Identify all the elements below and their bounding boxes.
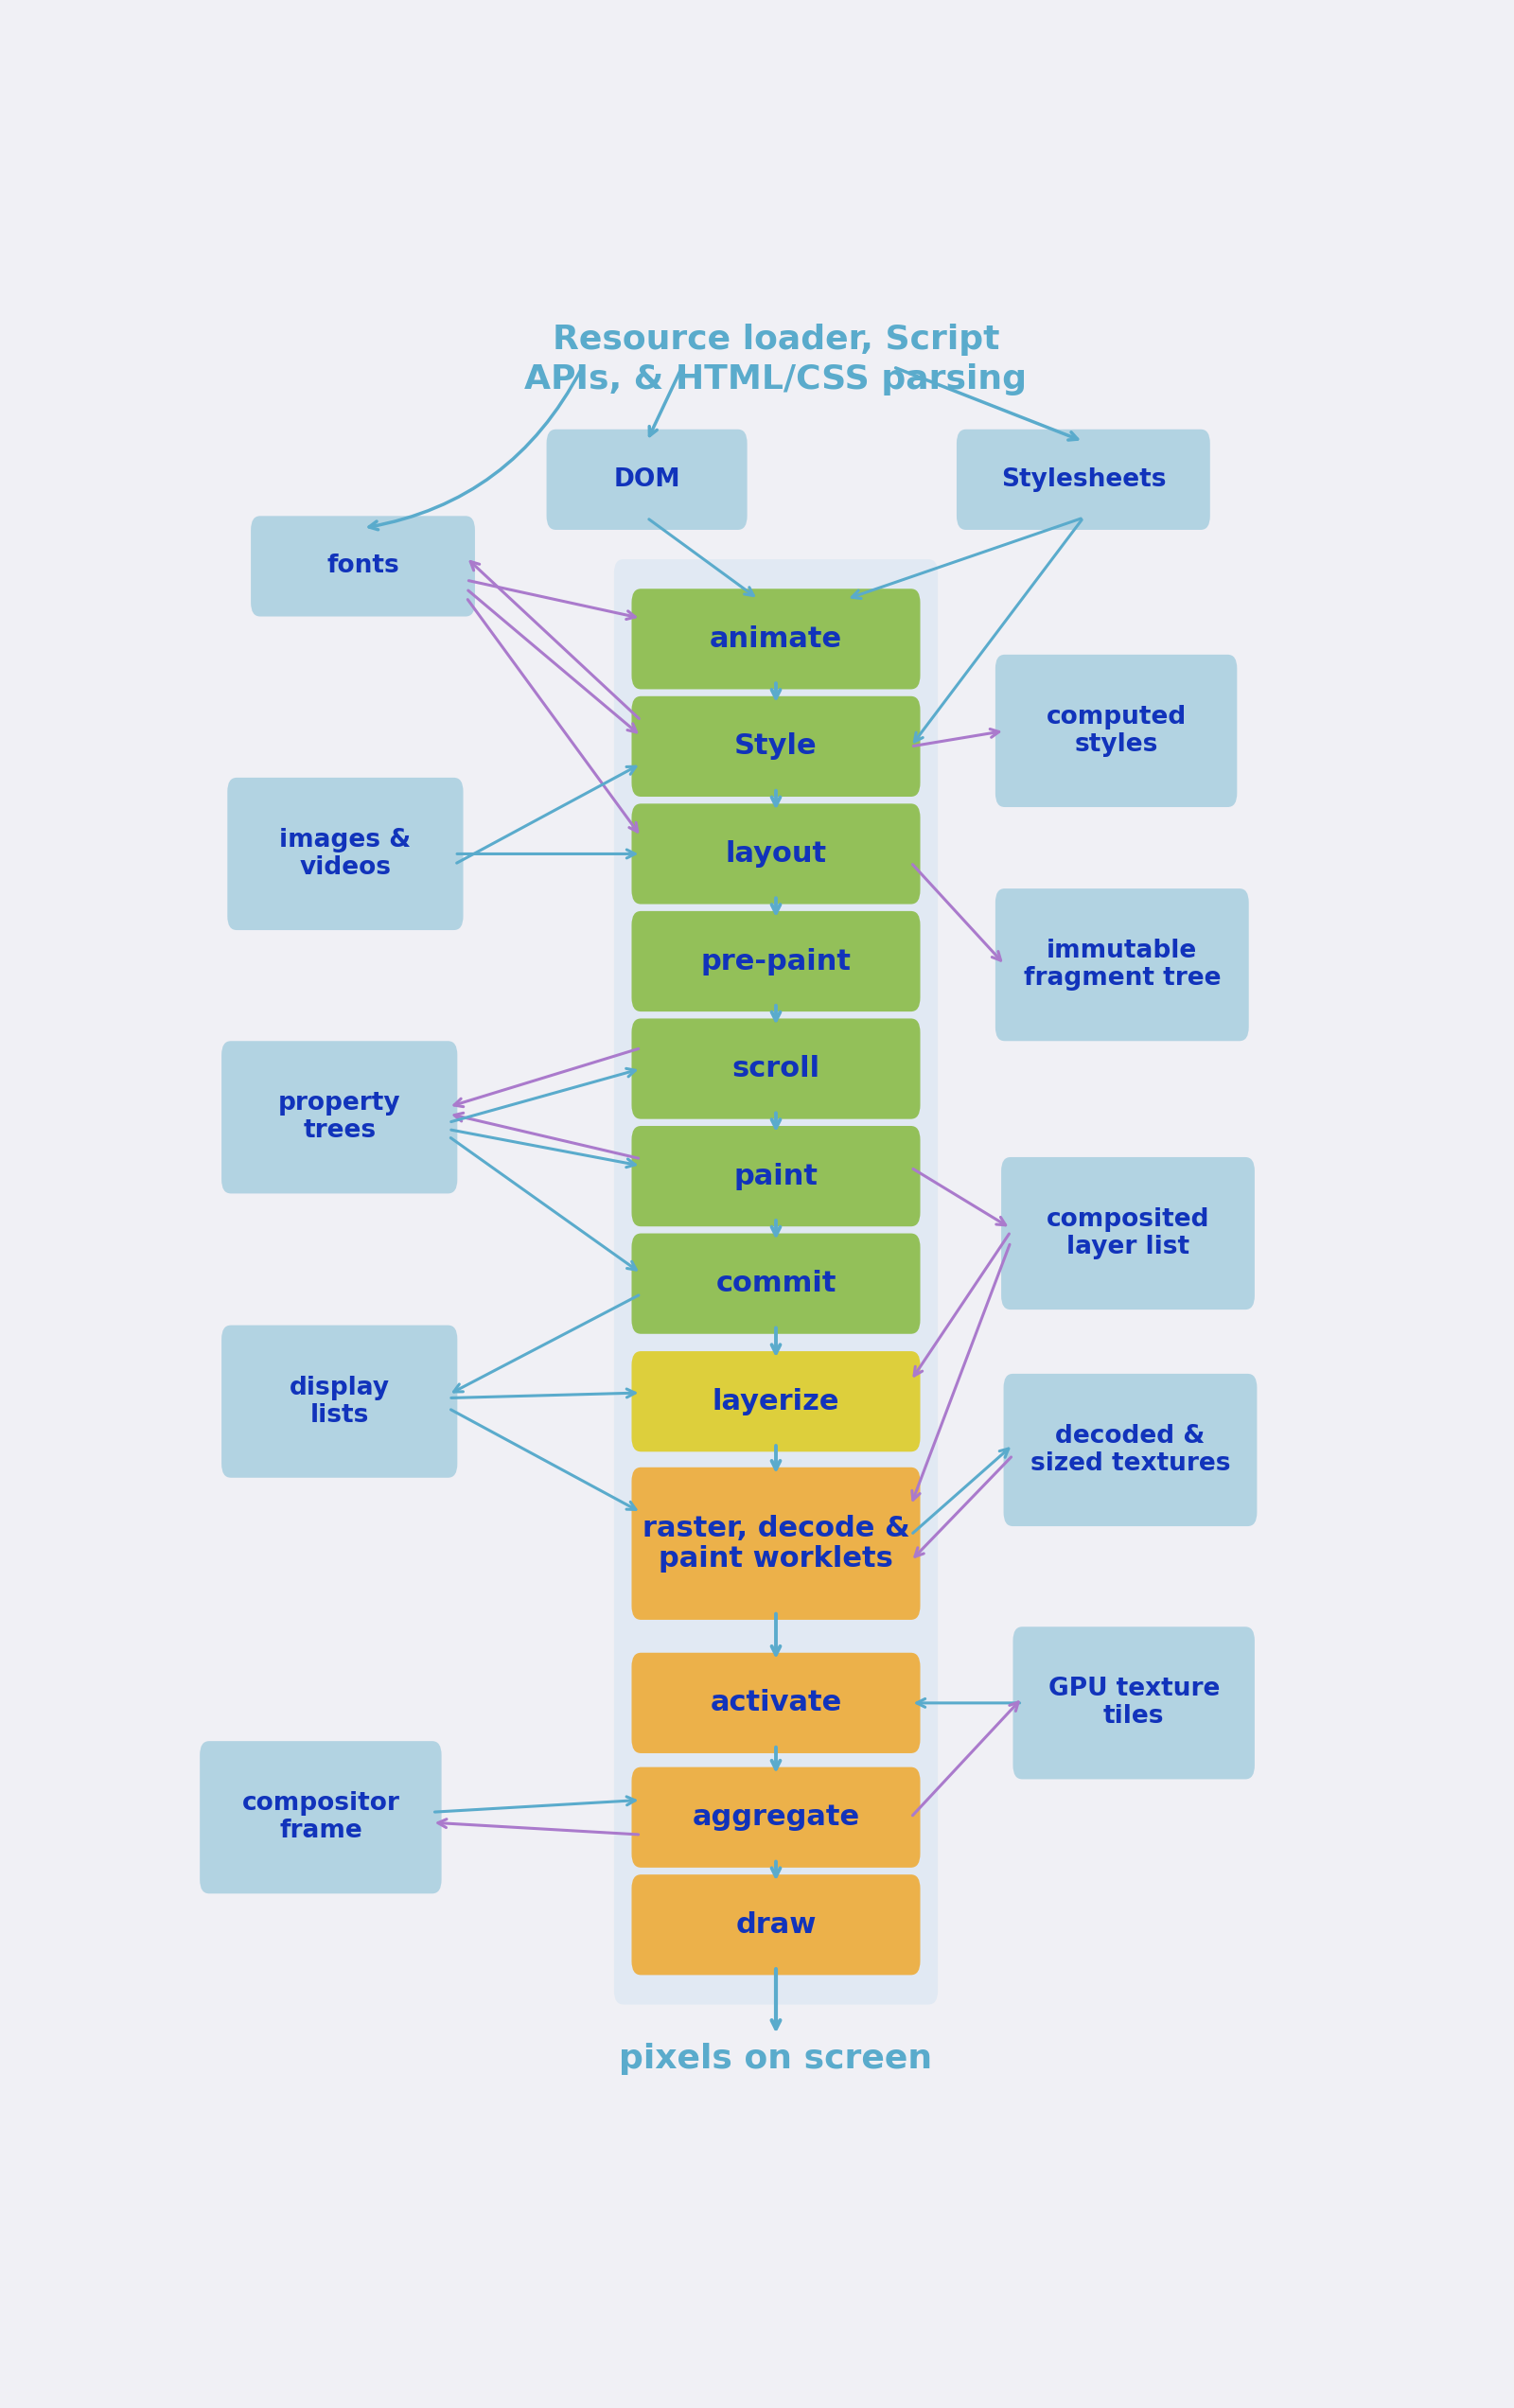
FancyBboxPatch shape bbox=[221, 1324, 457, 1479]
FancyBboxPatch shape bbox=[631, 1233, 921, 1334]
Text: commit: commit bbox=[716, 1269, 836, 1298]
Text: Style: Style bbox=[734, 732, 818, 761]
Text: Resource loader, Script
APIs, & HTML/CSS parsing: Resource loader, Script APIs, & HTML/CSS… bbox=[525, 323, 1026, 395]
FancyBboxPatch shape bbox=[631, 1652, 921, 1753]
FancyBboxPatch shape bbox=[631, 1466, 921, 1621]
FancyBboxPatch shape bbox=[631, 1127, 921, 1226]
Text: immutable
fragment tree: immutable fragment tree bbox=[1023, 939, 1220, 990]
Text: animate: animate bbox=[710, 626, 842, 653]
Text: pixels on screen: pixels on screen bbox=[619, 2042, 933, 2076]
FancyBboxPatch shape bbox=[957, 429, 1210, 530]
FancyBboxPatch shape bbox=[631, 1767, 921, 1869]
Text: layout: layout bbox=[725, 840, 827, 867]
Text: GPU texture
tiles: GPU texture tiles bbox=[1048, 1676, 1220, 1729]
Text: property
trees: property trees bbox=[279, 1091, 401, 1144]
FancyBboxPatch shape bbox=[615, 559, 937, 2003]
FancyBboxPatch shape bbox=[251, 515, 475, 616]
FancyBboxPatch shape bbox=[631, 1019, 921, 1120]
FancyBboxPatch shape bbox=[995, 655, 1237, 807]
FancyBboxPatch shape bbox=[631, 1873, 921, 1975]
Text: images &
videos: images & videos bbox=[280, 828, 412, 879]
FancyBboxPatch shape bbox=[631, 1351, 921, 1452]
Text: decoded &
sized textures: decoded & sized textures bbox=[1030, 1423, 1231, 1476]
FancyBboxPatch shape bbox=[1004, 1373, 1257, 1527]
Text: raster, decode &
paint worklets: raster, decode & paint worklets bbox=[642, 1515, 910, 1572]
Text: DOM: DOM bbox=[613, 467, 680, 491]
FancyBboxPatch shape bbox=[631, 910, 921, 1011]
Text: composited
layer list: composited layer list bbox=[1046, 1206, 1210, 1259]
FancyBboxPatch shape bbox=[631, 804, 921, 903]
Text: scroll: scroll bbox=[731, 1055, 821, 1084]
Text: draw: draw bbox=[736, 1912, 816, 1938]
Text: pre-paint: pre-paint bbox=[701, 949, 851, 975]
FancyBboxPatch shape bbox=[631, 588, 921, 689]
Text: activate: activate bbox=[710, 1690, 842, 1717]
FancyBboxPatch shape bbox=[1001, 1158, 1255, 1310]
FancyBboxPatch shape bbox=[227, 778, 463, 929]
Text: fonts: fonts bbox=[327, 554, 400, 578]
Text: aggregate: aggregate bbox=[692, 1804, 860, 1830]
FancyBboxPatch shape bbox=[221, 1040, 457, 1194]
FancyBboxPatch shape bbox=[1013, 1628, 1255, 1780]
FancyBboxPatch shape bbox=[547, 429, 748, 530]
Text: layerize: layerize bbox=[712, 1387, 840, 1416]
FancyBboxPatch shape bbox=[200, 1741, 442, 1893]
Text: Stylesheets: Stylesheets bbox=[1001, 467, 1166, 491]
Text: compositor
frame: compositor frame bbox=[242, 1792, 400, 1845]
Text: display
lists: display lists bbox=[289, 1375, 389, 1428]
Text: computed
styles: computed styles bbox=[1046, 706, 1187, 756]
Text: paint: paint bbox=[734, 1163, 818, 1190]
FancyBboxPatch shape bbox=[995, 889, 1249, 1040]
FancyBboxPatch shape bbox=[631, 696, 921, 797]
